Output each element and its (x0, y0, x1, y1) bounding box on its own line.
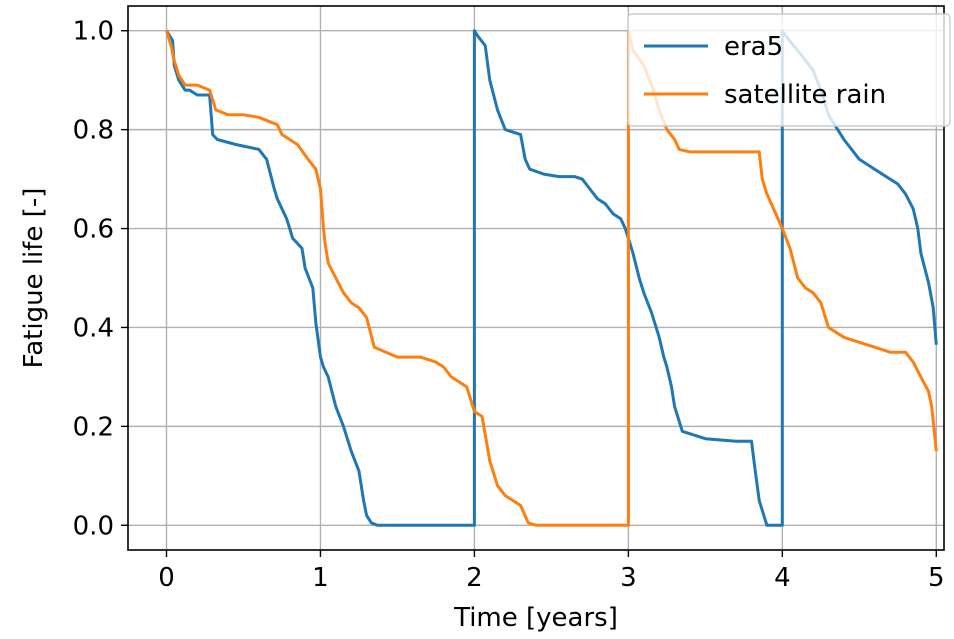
legend: era5 satellite rain (627, 13, 951, 127)
y-tick-label: 0.2 (73, 412, 114, 442)
x-tick-label: 0 (158, 563, 175, 593)
axis-ticks: 0 1 2 3 4 5 0.0 0.2 0.4 0.6 0.8 1.0 (73, 17, 945, 593)
x-tick-label: 1 (312, 563, 329, 593)
y-tick-label: 0.0 (73, 511, 114, 541)
series-line-satellite-rain (165, 29, 938, 527)
y-tick-label: 0.4 (73, 313, 114, 343)
x-tick-label: 4 (774, 563, 791, 593)
legend-label: era5 (724, 32, 783, 62)
x-tick-label: 3 (620, 563, 637, 593)
x-tick-label: 2 (466, 563, 483, 593)
y-tick-label: 0.8 (73, 116, 114, 146)
y-tick-label: 0.6 (73, 215, 114, 245)
plot-frame (127, 5, 945, 551)
x-tick-label: 5 (928, 563, 945, 593)
y-axis-label: Fatigue life [-] (19, 188, 49, 369)
x-axis-label: Time [years] (453, 603, 618, 633)
legend-box (627, 13, 951, 127)
legend-label: satellite rain (724, 80, 886, 110)
y-tick-label: 1.0 (73, 17, 114, 47)
